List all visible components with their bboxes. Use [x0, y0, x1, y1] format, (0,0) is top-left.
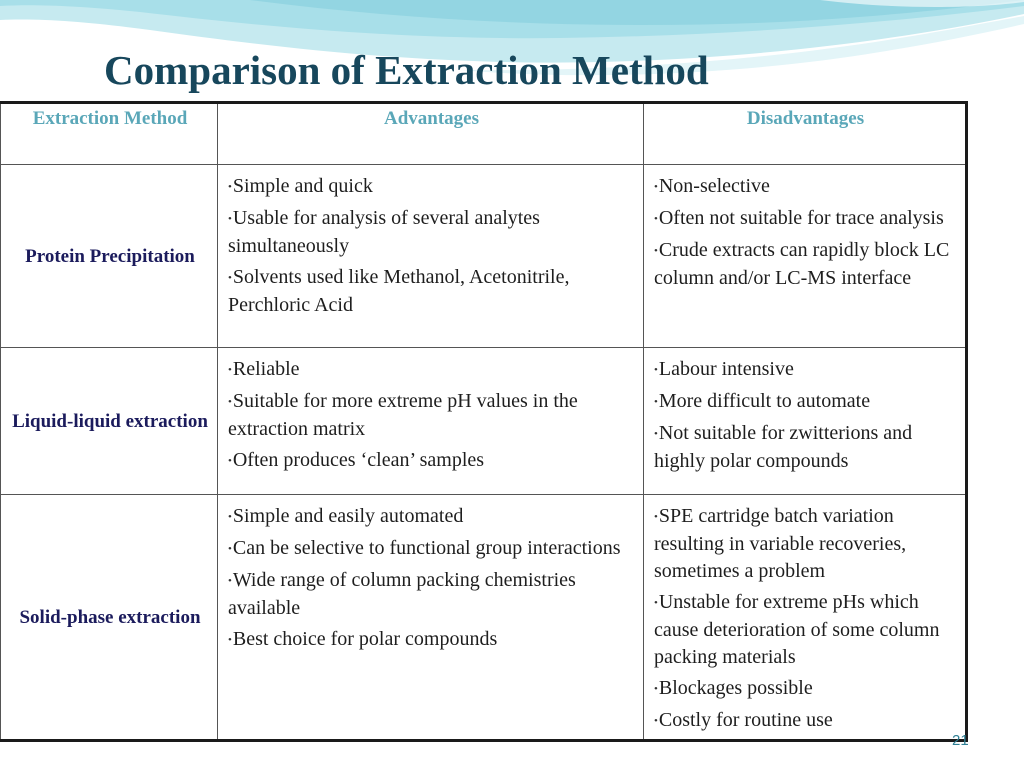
disadvantages-list: Labour intensive More difficult to autom… [654, 356, 957, 475]
list-item: Solvents used like Methanol, Acetonitril… [228, 264, 635, 319]
list-item: Not suitable for zwitterions and highly … [654, 420, 957, 475]
list-item: Labour intensive [654, 356, 957, 384]
disadvantages-cell: Non-selective Often not suitable for tra… [643, 164, 967, 348]
table-row: Protein Precipitation Simple and quick U… [0, 164, 967, 348]
list-item: Simple and quick [228, 173, 635, 201]
disadvantages-cell: Labour intensive More difficult to autom… [643, 347, 967, 495]
advantages-cell: Simple and easily automated Can be selec… [217, 494, 644, 741]
method-cell: Solid-phase extraction [0, 494, 218, 741]
advantages-list: Simple and easily automated Can be selec… [228, 503, 635, 654]
advantages-list: Reliable Suitable for more extreme pH va… [228, 356, 635, 475]
page-number: 21 [952, 732, 969, 749]
list-item: Reliable [228, 356, 635, 384]
list-item: Can be selective to functional group int… [228, 535, 635, 563]
slide-title: Comparison of Extraction Method [104, 47, 709, 93]
method-cell: Protein Precipitation [0, 164, 218, 348]
list-item: Wide range of column packing chemistries… [228, 567, 635, 622]
list-item: Non-selective [654, 173, 957, 201]
list-item: SPE cartridge batch variation resulting … [654, 503, 957, 585]
disadvantages-list: SPE cartridge batch variation resulting … [654, 503, 957, 735]
header-disadvantages: Disadvantages [643, 102, 967, 165]
wave-header-decoration [0, 0, 1024, 76]
list-item: Costly for routine use [654, 707, 957, 735]
list-item: Often produces ‘clean’ samples [228, 447, 635, 475]
table-header-row: Extraction Method Advantages Disadvantag… [0, 102, 967, 165]
list-item: Usable for analysis of several analytes … [228, 205, 635, 260]
list-item: Unstable for extreme pHs which cause det… [654, 589, 957, 671]
header-extraction-method: Extraction Method [0, 102, 218, 165]
table-row: Liquid-liquid extraction Reliable Suitab… [0, 347, 967, 495]
advantages-cell: Simple and quick Usable for analysis of … [217, 164, 644, 348]
list-item: More difficult to automate [654, 388, 957, 416]
method-cell: Liquid-liquid extraction [0, 347, 218, 495]
list-item: Often not suitable for trace analysis [654, 205, 957, 233]
disadvantages-cell: SPE cartridge batch variation resulting … [643, 494, 967, 741]
list-item: Best choice for polar compounds [228, 626, 635, 654]
header-advantages: Advantages [217, 102, 644, 165]
list-item: Crude extracts can rapidly block LC colu… [654, 237, 957, 292]
advantages-list: Simple and quick Usable for analysis of … [228, 173, 635, 319]
advantages-cell: Reliable Suitable for more extreme pH va… [217, 347, 644, 495]
list-item: Suitable for more extreme pH values in t… [228, 388, 635, 443]
disadvantages-list: Non-selective Often not suitable for tra… [654, 173, 957, 292]
list-item: Simple and easily automated [228, 503, 635, 531]
comparison-table: Extraction Method Advantages Disadvantag… [0, 101, 968, 742]
table-row: Solid-phase extraction Simple and easily… [0, 494, 967, 741]
list-item: Blockages possible [654, 675, 957, 703]
